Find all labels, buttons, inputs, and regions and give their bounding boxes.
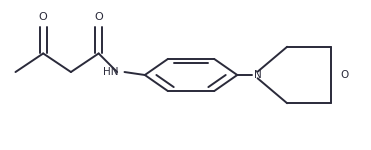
Text: O: O	[340, 70, 349, 80]
Text: HN: HN	[103, 67, 118, 77]
Text: N: N	[254, 70, 262, 80]
Text: O: O	[94, 12, 103, 22]
Text: O: O	[39, 12, 47, 22]
